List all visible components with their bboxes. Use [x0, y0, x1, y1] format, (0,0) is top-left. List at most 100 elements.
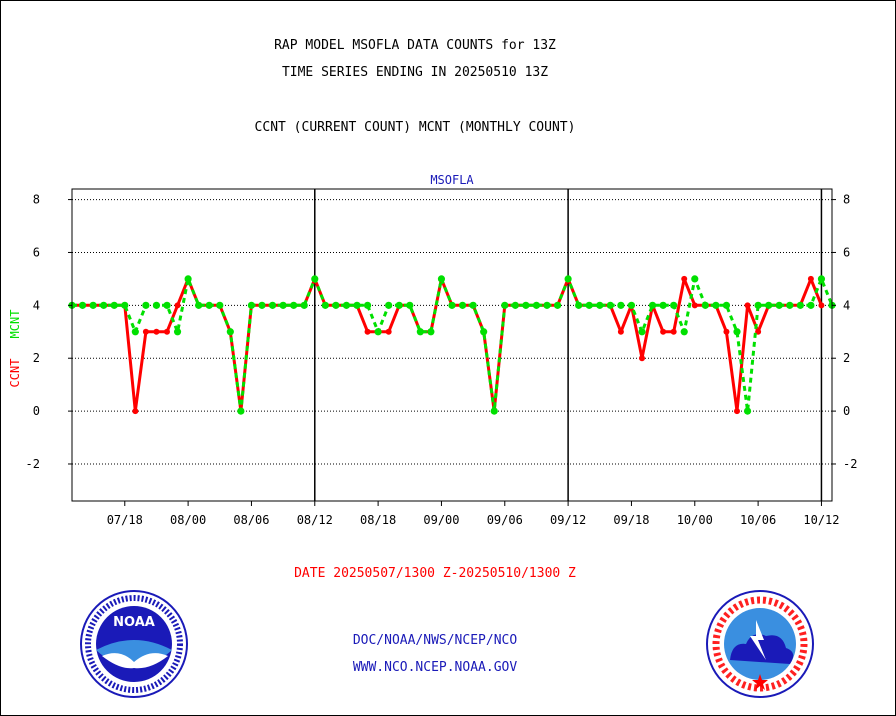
data-point-mcnt	[743, 407, 752, 415]
data-point-mcnt	[131, 328, 139, 336]
data-point-mcnt	[564, 275, 572, 283]
data-point-mcnt	[78, 301, 87, 309]
x-tick-label: 07/18	[107, 513, 143, 527]
data-point-mcnt	[216, 301, 224, 309]
data-point-mcnt	[205, 301, 213, 309]
chart-title-line-3: CCNT (CURRENT COUNT) MCNT (MONTHLY COUNT…	[254, 120, 576, 135]
data-point-ccnt	[164, 328, 170, 335]
data-point-ccnt	[639, 355, 645, 362]
y-tick-label-left: 8	[33, 193, 40, 207]
data-point-mcnt	[173, 328, 182, 336]
x-tick-label: 08/18	[360, 513, 396, 527]
y-tick-label-left: 4	[33, 298, 40, 312]
data-point-mcnt	[89, 301, 97, 309]
y-tick-label-right: 4	[843, 298, 850, 312]
data-point-ccnt	[385, 328, 392, 335]
x-tick-label: 09/12	[550, 513, 586, 527]
data-point-mcnt	[290, 301, 298, 309]
data-point-mcnt	[596, 301, 604, 309]
data-point-mcnt	[606, 301, 614, 309]
data-point-mcnt	[258, 301, 266, 309]
data-point-mcnt	[712, 301, 720, 309]
data-point-mcnt	[184, 275, 192, 283]
data-point-mcnt	[469, 301, 477, 309]
data-point-mcnt	[733, 328, 741, 336]
data-point-mcnt	[353, 301, 361, 309]
data-point-ccnt	[364, 328, 371, 335]
data-point-ccnt	[691, 302, 698, 309]
data-point-mcnt	[796, 301, 804, 309]
data-point-mcnt	[691, 275, 699, 283]
chart-title-line-2: TIME SERIES ENDING IN 20250510 13Z	[281, 65, 549, 80]
data-point-mcnt	[501, 301, 509, 309]
data-point-mcnt	[627, 301, 636, 309]
y-tick-label-right: 8	[843, 193, 850, 207]
data-point-mcnt	[363, 301, 372, 309]
x-tick-label: 08/06	[233, 513, 269, 527]
data-point-mcnt	[342, 301, 351, 309]
data-point-mcnt	[279, 301, 287, 309]
plot-area-border	[71, 188, 833, 502]
y-tick-label-left: 6	[33, 245, 40, 259]
data-point-mcnt	[321, 301, 329, 309]
data-point-ccnt	[670, 328, 677, 335]
data-point-mcnt	[448, 301, 456, 309]
data-point-mcnt	[427, 328, 435, 336]
data-point-mcnt	[110, 301, 118, 309]
data-point-mcnt	[121, 301, 129, 309]
data-point-mcnt	[807, 301, 815, 309]
data-point-mcnt	[648, 301, 657, 309]
y-tick-label-right: 6	[843, 245, 850, 259]
data-point-mcnt	[680, 328, 688, 336]
data-point-mcnt	[237, 407, 245, 415]
y-axis-label-ccnt: CCNT	[8, 359, 22, 388]
data-point-ccnt	[132, 408, 139, 415]
data-point-mcnt	[226, 328, 234, 336]
data-point-mcnt	[670, 301, 678, 309]
data-point-mcnt	[638, 328, 646, 336]
data-point-mcnt	[385, 301, 393, 309]
noaa-logo: NOAA	[80, 590, 188, 698]
data-point-mcnt	[490, 407, 498, 415]
data-point-mcnt	[775, 301, 783, 309]
data-point-ccnt	[723, 328, 730, 335]
y-axis-label-mcnt: MCNT	[8, 310, 22, 339]
data-point-ccnt	[807, 275, 814, 282]
data-point-mcnt	[458, 301, 467, 309]
data-point-mcnt	[142, 301, 150, 309]
data-point-ccnt	[174, 302, 181, 309]
data-point-mcnt	[754, 301, 762, 309]
data-point-mcnt	[300, 301, 308, 309]
data-point-mcnt	[617, 301, 625, 309]
y-tick-label-right: -2	[843, 457, 857, 471]
data-point-mcnt	[247, 301, 256, 309]
y-tick-label-right: 0	[843, 404, 850, 418]
org-label: DOC/NOAA/NWS/NCEP/NCO	[352, 633, 518, 648]
data-point-mcnt	[701, 301, 709, 309]
data-point-mcnt	[163, 301, 171, 309]
y-tick-label-left: 2	[33, 351, 40, 365]
data-point-mcnt	[786, 301, 794, 309]
data-point-mcnt	[575, 301, 583, 309]
date-range-label: DATE 20250507/1300 Z-20250510/1300 Z	[294, 566, 576, 581]
data-point-mcnt	[522, 301, 530, 309]
data-point-mcnt	[152, 301, 161, 309]
data-point-ccnt	[153, 328, 160, 335]
data-point-mcnt	[511, 301, 519, 309]
x-tick-label: 09/06	[487, 513, 523, 527]
data-point-mcnt	[100, 301, 108, 309]
data-point-ccnt	[744, 302, 751, 309]
data-point-mcnt	[480, 328, 488, 336]
y-tick-label-left: 0	[33, 404, 40, 418]
data-point-ccnt	[818, 302, 825, 309]
data-point-mcnt	[765, 301, 773, 309]
x-tick-label: 09/00	[423, 513, 459, 527]
data-point-mcnt	[195, 301, 203, 309]
x-tick-label: 10/06	[740, 513, 776, 527]
website-label: WWW.NCO.NCEP.NOAA.GOV	[352, 660, 518, 675]
noaa-logo-text: NOAA	[113, 615, 155, 630]
data-point-ccnt	[734, 408, 740, 415]
chart-station-title: MSOFLA	[430, 173, 474, 187]
data-point-mcnt	[395, 301, 403, 309]
